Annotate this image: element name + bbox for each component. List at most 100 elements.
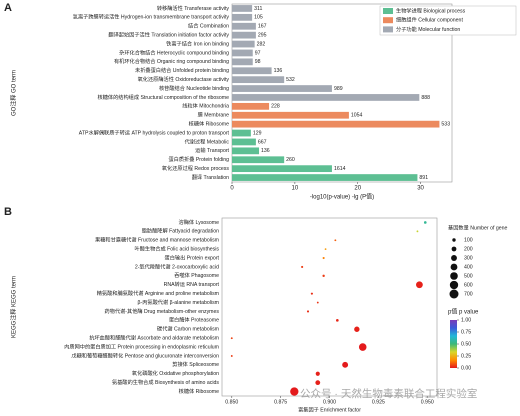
x-tick-label: 0	[230, 186, 234, 192]
count-label: 98	[255, 59, 261, 65]
bar	[232, 5, 253, 12]
legend-swatch	[383, 26, 393, 33]
y-tick-label: 有机环化合物结合 Organic ring compound binding	[114, 57, 229, 65]
y-tick-label: 核糖体 Ribosome	[189, 120, 229, 128]
count-label: 105	[254, 15, 263, 21]
count-label: 136	[274, 68, 283, 74]
color-tick-label: 0.00	[461, 365, 471, 371]
count-label: 228	[271, 104, 280, 110]
count-label: 260	[286, 157, 295, 163]
size-legend-dot	[450, 263, 458, 271]
y-tick-label: 碳代谢 Carbon metabolism	[157, 325, 219, 333]
y-tick-label: β-丙氨酸代谢 β-alanine metabolism	[138, 298, 220, 306]
x-tick-label: 20	[354, 186, 361, 192]
bar	[232, 67, 272, 75]
bubble	[290, 387, 299, 396]
bar	[232, 174, 418, 181]
size-legend-label: 100	[464, 237, 473, 243]
panel-label: A	[4, 2, 12, 14]
bubble	[310, 292, 313, 295]
y-tick-label: 吞噬体 Phagosome	[174, 271, 219, 279]
color-tick-label: 0.25	[461, 353, 471, 359]
x-tick-label: 30	[417, 186, 424, 192]
size-legend-label: 500	[464, 273, 473, 279]
count-label: 1614	[334, 166, 346, 172]
color-legend-title: p值 p value	[448, 308, 479, 316]
x-axis-label: 富集因子 Enrichment factor	[298, 405, 361, 413]
legend-swatch	[383, 8, 393, 14]
legend-label: 生物学进程 Biological process	[396, 6, 466, 14]
y-tick-label: 蛋白输出 Protein export	[165, 253, 220, 261]
plot-frame	[231, 3, 453, 183]
y-tick-label: 氢离子跨膜转运活性 Hydrogen-ion transmembrane tra…	[73, 13, 230, 21]
count-label: 1054	[351, 113, 363, 119]
bubble	[230, 337, 233, 340]
bubble	[322, 274, 325, 278]
bar	[232, 94, 420, 101]
watermark: 公众号 · 天然生物毒素联合工程实验室	[300, 387, 477, 400]
y-axis-label: KEGG注释 KEGG term	[10, 276, 18, 338]
bubble	[306, 310, 310, 313]
x-tick-label: 0.875	[274, 399, 287, 405]
color-tick-label: 0.75	[461, 329, 471, 335]
size-legend-dot	[449, 289, 459, 299]
legend-label: 细胞组件 Cellular component	[396, 16, 463, 24]
size-legend-label: 600	[464, 282, 473, 288]
y-tick-label: 叶酸生物合成 Folic acid biosynthesis	[135, 245, 220, 253]
count-label: 667	[258, 139, 267, 145]
y-tick-label: 蛋白质折叠 Protein folding	[168, 155, 229, 163]
legend-box	[379, 5, 517, 36]
y-tick-label: 核糖体的结构组成 Structural composition of the r…	[98, 93, 230, 101]
y-axis-label: GO注释 GO term	[10, 70, 18, 116]
y-tick-label: RNA转运 RNA transport	[164, 280, 220, 288]
count-label: 311	[254, 6, 262, 12]
y-tick-label: 溶酶体 Lysosome	[179, 218, 220, 226]
bubble	[324, 248, 327, 251]
count-label: 532	[286, 77, 295, 83]
y-tick-label: 结合 Combination	[188, 22, 229, 30]
bubble	[322, 256, 325, 260]
bubble	[336, 319, 339, 322]
y-tick-label: 转移酶活性 Transferase activity	[157, 4, 230, 12]
count-label: 533	[441, 122, 450, 128]
color-tick-label: 1.00	[461, 317, 471, 323]
bubble	[342, 361, 349, 368]
y-tick-label: 氧化磷酸化 Oxidative phosphorylation	[132, 369, 219, 377]
bubble	[358, 343, 367, 351]
count-label: 989	[334, 86, 343, 92]
size-legend-dot	[452, 238, 456, 242]
y-tick-label: 翻译 Translation	[192, 173, 229, 181]
y-tick-label: ATP水解偶联质子转运 ATP hydrolysis coupled to pr…	[79, 128, 230, 136]
bar	[232, 40, 255, 48]
y-tick-label: 氧化还原酶活性 Oxidoreductase activity	[138, 75, 230, 83]
bubble	[315, 380, 321, 386]
x-tick-label: 0.900	[323, 399, 336, 405]
bar	[232, 165, 332, 173]
count-label: 136	[261, 148, 270, 154]
y-tick-label: 运输 Transport	[195, 146, 229, 154]
count-label: 891	[419, 175, 428, 181]
bubble	[315, 371, 320, 376]
count-label: 295	[258, 33, 267, 39]
x-tick-label: 0.950	[421, 399, 434, 405]
x-tick-label: 0.850	[225, 399, 238, 405]
bar	[232, 85, 332, 92]
y-tick-label: 内质网中的蛋白质加工 Protein processing in endopla…	[64, 342, 219, 350]
color-tick-label: 0.50	[461, 341, 471, 347]
y-tick-label: 铁离子结合 Iron ion binding	[166, 39, 229, 47]
y-tick-label: 未折叠蛋白结合 Unfolded protein binding	[135, 66, 229, 74]
y-tick-label: 核糖体 Ribosome	[179, 387, 219, 395]
bar	[232, 111, 349, 119]
bar	[232, 76, 285, 84]
x-tick-label: 0.925	[372, 399, 385, 405]
y-tick-label: 线粒体 Mitochondria	[182, 102, 229, 110]
bar	[232, 120, 440, 128]
bar	[232, 13, 253, 21]
legend-swatch	[383, 17, 393, 24]
count-label: 282	[257, 41, 266, 47]
count-label: 129	[253, 130, 262, 136]
bubble	[230, 355, 233, 357]
y-tick-label: 核苷酸结合 Nucleotide binding	[159, 84, 229, 92]
bubble	[354, 326, 360, 332]
